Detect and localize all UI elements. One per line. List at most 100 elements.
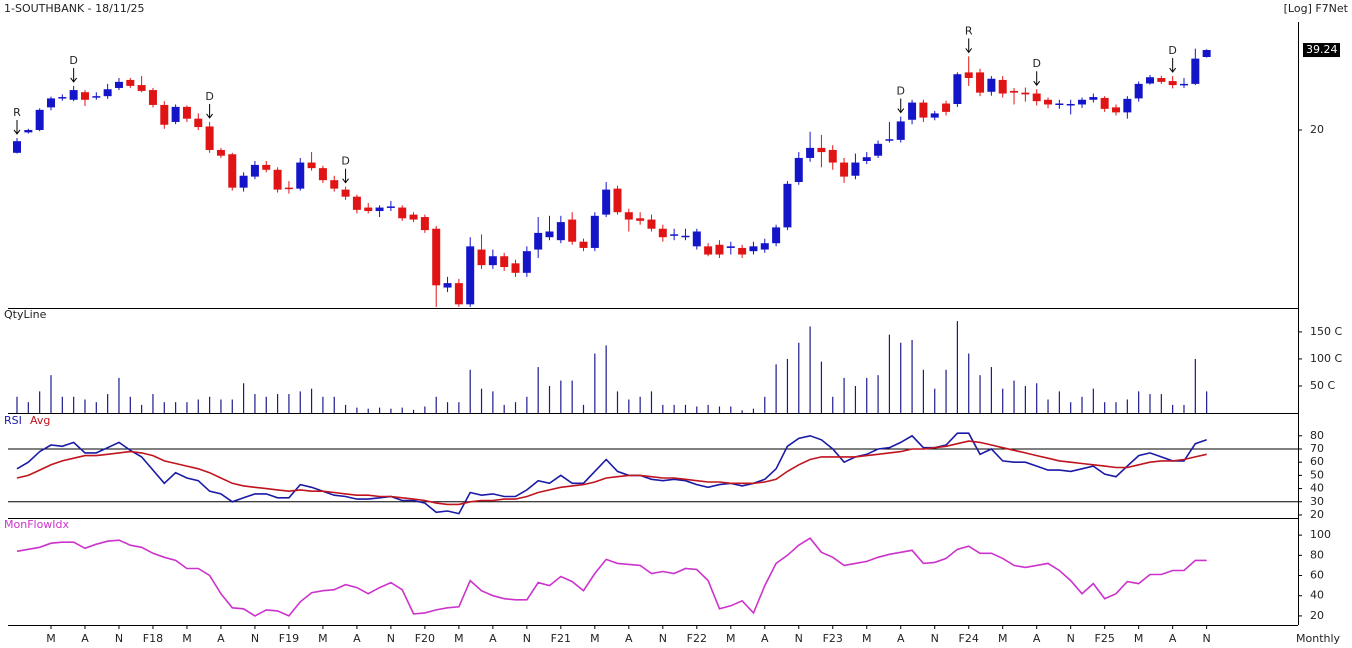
- signal-label: D: [205, 90, 213, 103]
- candle-body: [840, 162, 849, 177]
- candle-body: [160, 104, 169, 125]
- candle-body: [477, 249, 486, 266]
- candle-body: [35, 109, 44, 130]
- candle-body: [738, 247, 747, 255]
- candle-body: [92, 96, 101, 98]
- x-tick-label: A: [897, 632, 905, 645]
- signal-arrow-head: [1033, 80, 1041, 87]
- y-tick-label: 20: [1310, 123, 1324, 136]
- signal-arrow-head: [965, 48, 973, 54]
- candle-body: [420, 217, 429, 231]
- x-tick-label: A: [353, 632, 361, 645]
- x-tick-label: A: [217, 632, 225, 645]
- last-price: 39.24: [1306, 43, 1338, 56]
- y-tick-label: 40: [1310, 482, 1324, 495]
- candle-body: [817, 147, 826, 153]
- x-tick-label: N: [387, 632, 395, 645]
- candle-body: [806, 147, 815, 158]
- candle-body: [636, 218, 645, 221]
- candle-body: [13, 141, 21, 153]
- y-tick-label: 60: [1310, 455, 1324, 468]
- y-tick-label: 70: [1310, 442, 1324, 455]
- candle-body: [24, 129, 33, 133]
- candle-body: [919, 102, 928, 118]
- signal-label: D: [1168, 44, 1176, 57]
- x-tick-label: N: [523, 632, 531, 645]
- y-tick-label: 30: [1310, 495, 1324, 508]
- candle-body: [885, 139, 894, 141]
- candle-body: [749, 246, 758, 252]
- x-tick-label: M: [1134, 632, 1144, 645]
- x-tick-label: F24: [959, 632, 979, 645]
- x-tick-label: M: [862, 632, 872, 645]
- candle-body: [114, 81, 123, 88]
- x-tick-label: N: [1067, 632, 1075, 645]
- x-tick-label: F21: [551, 632, 571, 645]
- y-tick-label: 50: [1310, 468, 1324, 481]
- avg-label: Avg: [30, 414, 50, 427]
- candle-body: [126, 79, 135, 86]
- signal-arrow-head: [70, 77, 78, 83]
- candle-body: [1123, 98, 1132, 113]
- indicator-line: [16, 537, 1207, 617]
- candle-body: [273, 169, 282, 190]
- candle-body: [443, 283, 452, 288]
- signal-label: R: [965, 24, 973, 37]
- x-tick-label: A: [761, 632, 769, 645]
- candle-body: [1112, 107, 1121, 113]
- candle-body: [726, 246, 735, 248]
- signal-label: D: [1032, 57, 1040, 70]
- candle-body: [58, 97, 67, 99]
- x-tick-label: A: [1169, 632, 1177, 645]
- candle-body: [579, 241, 588, 248]
- candle-body: [216, 149, 225, 156]
- frame: [8, 22, 1299, 626]
- mfi-label: MonFlowIdx: [4, 518, 70, 531]
- chart-title: 1-SOUTHBANK - 18/11/25: [4, 2, 145, 15]
- volume-label: QtyLine: [4, 308, 47, 321]
- last-price-box: [1303, 43, 1340, 58]
- candle-body: [613, 188, 622, 213]
- candle-body: [262, 164, 271, 170]
- candle-body: [148, 90, 157, 105]
- x-tick-label: F19: [279, 632, 299, 645]
- x-tick-label: A: [489, 632, 497, 645]
- y-tick-label: 150 C: [1310, 325, 1342, 338]
- candle-body: [930, 113, 939, 118]
- candle-body: [1066, 103, 1075, 106]
- candle-body: [69, 90, 78, 100]
- signal-arrow-head: [342, 178, 349, 184]
- x-tick-label: N: [659, 632, 667, 645]
- x-tick-label: M: [46, 632, 56, 645]
- candle-body: [432, 228, 441, 286]
- scale-label: [Log] F7Net: [1284, 2, 1349, 15]
- x-tick-label: N: [115, 632, 123, 645]
- candle-body: [896, 121, 905, 140]
- candle-body: [307, 162, 316, 169]
- candle-body: [239, 175, 248, 188]
- candle-body: [364, 207, 373, 212]
- y-tick-label: 20: [1310, 508, 1324, 521]
- candle-body: [375, 207, 384, 212]
- x-tick-label: N: [931, 632, 939, 645]
- candle-body: [1202, 50, 1211, 58]
- candle-body: [964, 72, 973, 78]
- candle-body: [284, 187, 293, 190]
- x-tick-label: N: [795, 632, 803, 645]
- x-tick-label: F22: [687, 632, 707, 645]
- x-tick-label: F23: [823, 632, 843, 645]
- candle-body: [556, 222, 565, 241]
- indicator-line: [16, 440, 1207, 506]
- candle-body: [534, 232, 543, 250]
- candle-body: [760, 243, 769, 250]
- candle-body: [1032, 93, 1041, 102]
- candle-body: [398, 207, 407, 219]
- x-tick-label: F25: [1095, 632, 1115, 645]
- signal-arrow-head: [206, 113, 214, 119]
- candle-body: [522, 251, 531, 273]
- candle-body: [330, 180, 339, 189]
- candle-body: [851, 162, 860, 176]
- candle-body: [1044, 99, 1053, 105]
- indicator-line: [16, 432, 1207, 515]
